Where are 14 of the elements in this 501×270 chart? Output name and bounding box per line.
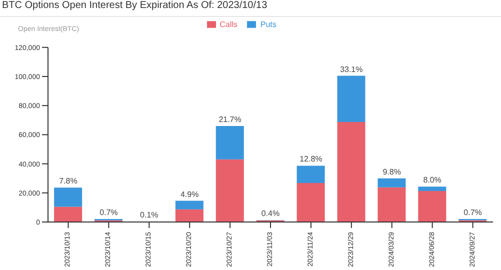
annotation: 33.1% (340, 64, 363, 74)
annotation: 12.8% (300, 154, 322, 164)
annotation: 9.8% (382, 167, 401, 176)
annotation: 7.8% (59, 176, 78, 186)
annotation: 0.7% (464, 208, 482, 217)
annotation: 8.0% (423, 176, 442, 185)
annotation: 0.7% (100, 208, 118, 217)
annotation: 4.9% (180, 190, 199, 199)
legend-label: Calls (220, 20, 238, 29)
chart-title: BTC Options Open Interest By Expiration As Of: 2023/10/13 (2, 0, 268, 11)
annotation: 0.4% (261, 209, 280, 218)
annotation: 21.7% (218, 114, 242, 124)
annotation: 0.1% (140, 210, 158, 220)
legend-label: Puts (260, 20, 276, 29)
